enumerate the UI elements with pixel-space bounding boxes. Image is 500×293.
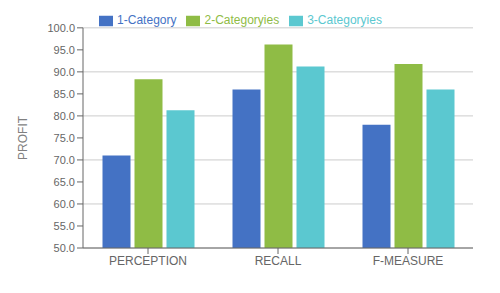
- svg-text:65.0: 65.0: [54, 176, 75, 188]
- svg-text:F-MEASURE: F-MEASURE: [373, 254, 444, 268]
- svg-text:90.0: 90.0: [54, 66, 75, 78]
- svg-text:50.0: 50.0: [54, 242, 75, 254]
- svg-text:PERCEPTION: PERCEPTION: [109, 254, 187, 268]
- svg-text:PROFIT: PROFIT: [16, 115, 30, 160]
- html-text:3-Categoryies: 3-Categoryies: [307, 13, 382, 27]
- svg-text:85.0: 85.0: [54, 88, 75, 100]
- svg-text:75.0: 75.0: [54, 132, 75, 144]
- svg-text:70.0: 70.0: [54, 154, 75, 166]
- svg-text:95.0: 95.0: [54, 44, 75, 56]
- svg-text:60.0: 60.0: [54, 198, 75, 210]
- svg-text:80.0: 80.0: [54, 110, 75, 122]
- svg-text:55.0: 55.0: [54, 220, 75, 232]
- html-text:1-Category: 1-Category: [117, 13, 177, 27]
- svg-text:RECALL: RECALL: [255, 254, 302, 268]
- svg-text:100.0: 100.0: [47, 22, 75, 34]
- html-text:2-Categoryies: 2-Categoryies: [204, 13, 280, 27]
